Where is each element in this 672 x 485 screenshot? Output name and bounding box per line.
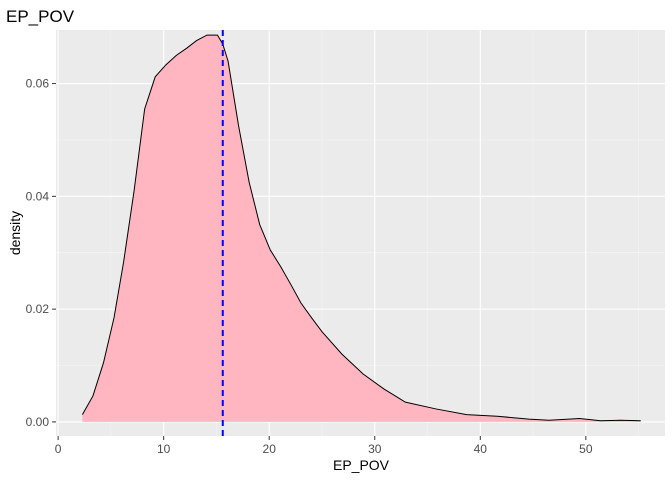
axis-layer: 0 10 20 30 40 50 0.00 0.02 0.04 0.06 bbox=[26, 77, 593, 456]
x-tick-label: 30 bbox=[368, 442, 382, 456]
x-tick-label: 0 bbox=[55, 442, 62, 456]
chart-title: EP_POV bbox=[6, 7, 75, 26]
y-axis-label: density bbox=[7, 211, 23, 255]
x-tick-label: 40 bbox=[474, 442, 488, 456]
density-line bbox=[81, 34, 641, 422]
x-tick-label: 20 bbox=[263, 442, 277, 456]
y-tick-label: 0.04 bbox=[26, 189, 50, 203]
x-tick-label: 50 bbox=[579, 442, 593, 456]
x-tick-label: 10 bbox=[157, 442, 171, 456]
y-tick-label: 0.06 bbox=[26, 77, 50, 91]
x-axis-label: EP_POV bbox=[333, 457, 390, 473]
y-tick-label: 0.00 bbox=[26, 415, 50, 429]
data-layer bbox=[81, 30, 641, 436]
y-tick-label: 0.02 bbox=[26, 302, 50, 316]
